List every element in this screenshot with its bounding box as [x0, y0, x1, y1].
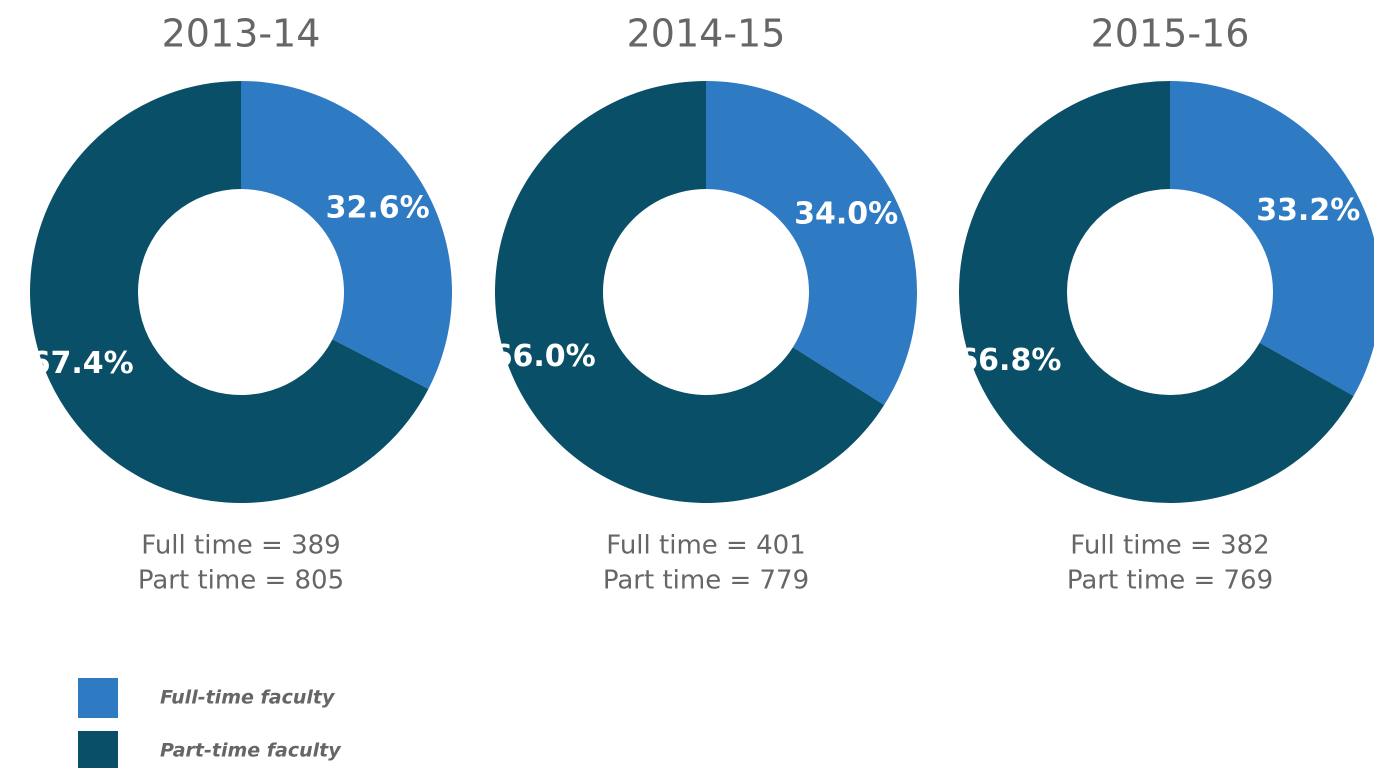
note: Part time = 779: [603, 566, 809, 596]
legend-swatch: [78, 678, 118, 718]
value-label: 66.0%: [492, 339, 596, 374]
value-label: 67.4%: [30, 346, 134, 381]
donut-slice: [959, 81, 1354, 504]
value-label: 66.8%: [957, 343, 1061, 378]
chart-title: 2015-16: [1091, 12, 1250, 56]
chart-title: 2013-14: [162, 12, 321, 56]
value-label: 33.2%: [1256, 193, 1360, 228]
donut-slice: [30, 81, 429, 503]
note: Part time = 805: [138, 566, 344, 596]
donut-slice: [241, 81, 452, 389]
note: Full time = 382: [1070, 531, 1269, 561]
donut-slice: [495, 81, 885, 503]
chart-title: 2014-15: [627, 12, 786, 56]
note: Part time = 769: [1067, 566, 1273, 596]
donut-slice: [706, 81, 918, 406]
value-label: 32.6%: [326, 190, 430, 225]
legend-label: Part-time faculty: [160, 740, 342, 762]
note: Full time = 401: [606, 531, 805, 561]
donut-slice: [1170, 81, 1374, 396]
legend-swatch: [78, 731, 118, 768]
note: Full time = 389: [141, 531, 340, 561]
value-label: 34.0%: [794, 196, 898, 231]
legend-label: Full-time faculty: [160, 687, 336, 709]
